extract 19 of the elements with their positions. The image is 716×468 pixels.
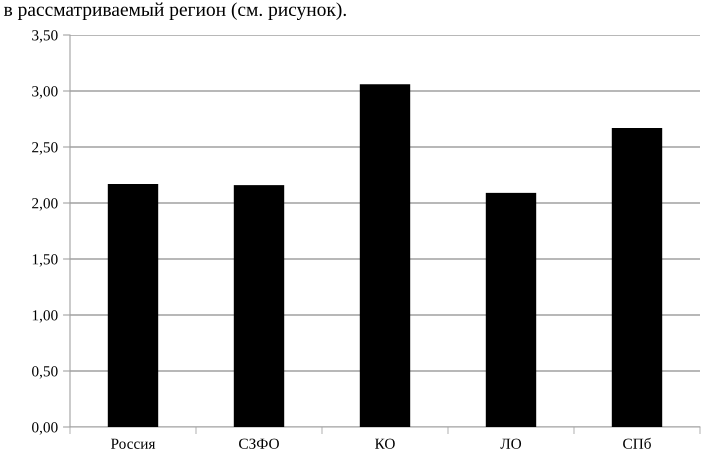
x-tick-label: Россия [110, 438, 156, 449]
y-tick-label: 1,50 [32, 254, 58, 267]
bar [234, 185, 284, 427]
y-tick-label: 2,50 [32, 142, 58, 155]
bar [612, 128, 662, 427]
y-tick-label: 3,50 [32, 30, 58, 43]
text: в рассматриваемый регион (см. рисунок). [4, 2, 346, 20]
y-tick-label: 2,00 [32, 198, 58, 211]
bar [360, 84, 410, 427]
bar [108, 184, 158, 427]
y-tick-label: 0,50 [32, 366, 58, 379]
y-tick-label: 3,00 [32, 86, 58, 99]
bar [486, 192, 536, 427]
x-tick-label: СЗФО [239, 438, 279, 449]
x-tick-label: ЛО [500, 438, 522, 449]
y-tick-label: 1,00 [32, 310, 58, 323]
x-tick-label: КО [375, 438, 395, 449]
y-tick-label: 0,00 [32, 422, 58, 435]
x-tick-label: СПб [623, 438, 651, 449]
